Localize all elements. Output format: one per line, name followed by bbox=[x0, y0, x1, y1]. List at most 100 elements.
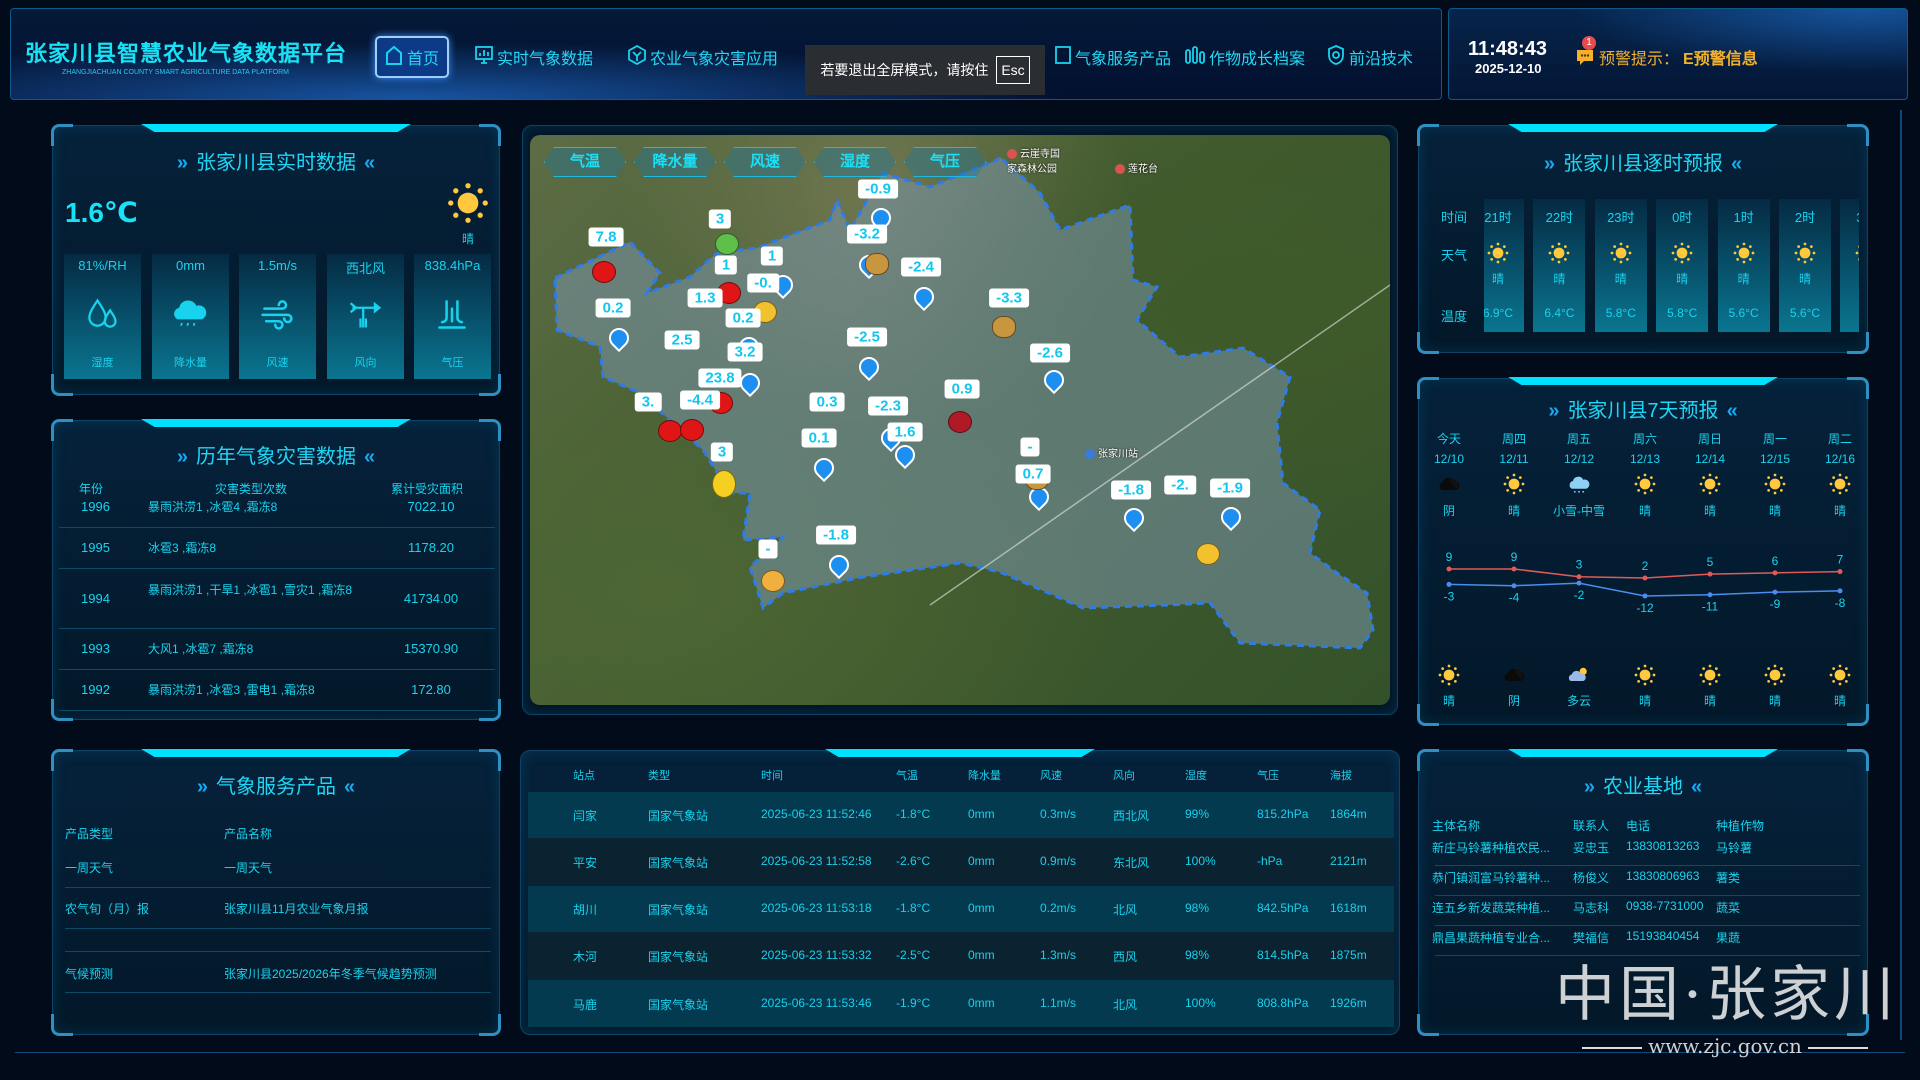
wind-icon bbox=[259, 296, 295, 337]
metric-card-风速: 1.5m/s 风速 bbox=[239, 254, 316, 379]
nav-item-4[interactable]: 作物成长档案 bbox=[1185, 40, 1305, 74]
col-header: 联系人 bbox=[1573, 819, 1610, 833]
map-tab-气温[interactable]: 气温 bbox=[544, 147, 626, 177]
station-reading-label[interactable]: 1.6 bbox=[887, 422, 923, 442]
map-tab-湿度[interactable]: 湿度 bbox=[814, 147, 896, 177]
cell-风速: 0.2m/s bbox=[1040, 901, 1077, 915]
station-reading-label[interactable]: -2.6 bbox=[1030, 343, 1070, 363]
col-header: 降水量 bbox=[968, 770, 1001, 782]
panel-corner bbox=[1417, 704, 1439, 726]
corn-icon[interactable] bbox=[1196, 543, 1220, 565]
nav-item-3[interactable]: 气象服务产品 bbox=[1055, 40, 1171, 74]
county-map[interactable]: 气温 降水量 风速 湿度 气压 云崖寺国家森林公园 莲花台 张家川站 -0.9 3 7.8 -3.2 1… bbox=[530, 135, 1390, 705]
station-reading-label[interactable]: -2. bbox=[1164, 475, 1196, 495]
nav-item-5[interactable]: 前沿技术 bbox=[1327, 40, 1413, 74]
station-reading-label[interactable]: -1.8 bbox=[1111, 480, 1151, 500]
cell-时间: 2025-06-23 11:52:58 bbox=[761, 854, 872, 868]
nav-item-0[interactable]: 首页 bbox=[375, 36, 450, 78]
sun-icon bbox=[1670, 241, 1694, 270]
cell-时间: 2025-06-23 11:53:46 bbox=[761, 995, 872, 1010]
panel-corner bbox=[51, 124, 73, 146]
disaster-types: 暴雨洪涝1 ,干旱1 ,冰雹1 ,雪灾1 ,霜冻8 bbox=[148, 583, 353, 597]
station-reading-label[interactable]: 0.2 bbox=[595, 298, 631, 318]
station-reading-label[interactable]: -3.3 bbox=[989, 288, 1029, 308]
day-weather: 晴 bbox=[1703, 504, 1716, 518]
station-reading-label[interactable]: 0.9 bbox=[944, 379, 980, 399]
panel-corner bbox=[1417, 124, 1439, 146]
panel-corner bbox=[51, 1014, 73, 1036]
leaf-icon[interactable] bbox=[715, 233, 739, 255]
station-reading-label[interactable]: 3.2 bbox=[727, 342, 763, 362]
station-reading-label[interactable]: 0.7 bbox=[1015, 464, 1051, 484]
app-title: 张家川县智慧农业气象数据平台 bbox=[25, 41, 348, 66]
station-reading-label[interactable]: -4.4 bbox=[680, 390, 720, 410]
apple-icon[interactable] bbox=[680, 419, 704, 441]
station-reading-label[interactable]: -0.9 bbox=[858, 179, 898, 199]
potato-icon[interactable] bbox=[992, 316, 1016, 338]
nav-label: 农业气象灾害应用 bbox=[650, 51, 779, 68]
station-reading-label[interactable]: - bbox=[1020, 437, 1040, 457]
panel-corner bbox=[1417, 332, 1439, 354]
hourly-scroll-area[interactable]: 21时晴 6.9°C 22时晴 6.4°C 23时晴 5.8°C 0时晴 5.8°C 1时晴 5.… bbox=[1484, 126, 1859, 354]
nav-item-1[interactable]: 实时气象数据 bbox=[475, 40, 593, 74]
station-reading-label[interactable]: 3 bbox=[708, 209, 732, 229]
station-reading-label[interactable]: -2.5 bbox=[847, 327, 887, 347]
station-reading-label[interactable]: 3. bbox=[634, 392, 662, 412]
nav-item-2[interactable]: 农业气象灾害应用 bbox=[628, 40, 778, 74]
station-reading-label[interactable]: 1 bbox=[714, 255, 738, 275]
map-tab-风速[interactable]: 风速 bbox=[724, 147, 806, 177]
data-point bbox=[1837, 569, 1843, 575]
hour-card: 1时晴 5.6°C bbox=[1717, 199, 1770, 332]
station-row[interactable]: 平安 国家气象站 2025-06-23 11:52:58 -2.6°C 0mm 0.9m/… bbox=[528, 838, 1394, 886]
station-reading-label[interactable]: 0.1 bbox=[801, 428, 837, 448]
cell-电话: 0938-7731000 bbox=[1626, 899, 1704, 913]
product-name[interactable]: 张家川县11月农业气象月报 bbox=[224, 902, 369, 916]
product-name[interactable]: 一周天气 bbox=[224, 861, 273, 875]
hour-weather: 晴 bbox=[1491, 272, 1504, 286]
station-reading-label[interactable]: 3 bbox=[710, 442, 734, 462]
realtime-panel: » 张家川县实时数据 « 1.6℃ 晴 81%/RH 湿度 0mm 降水量 1.5m/s 风速… bbox=[51, 124, 501, 396]
sun-icon bbox=[1609, 241, 1633, 270]
header-bar bbox=[10, 8, 1442, 100]
map-tab-气压[interactable]: 气压 bbox=[904, 147, 986, 177]
cell-气压: 815.2hPa bbox=[1257, 807, 1309, 821]
day-name: 周五 bbox=[1566, 432, 1591, 446]
cell-电话: 15193840454 bbox=[1626, 929, 1700, 943]
station-reading-label[interactable]: -2.4 bbox=[901, 257, 941, 277]
station-reading-label[interactable]: -1.9 bbox=[1210, 478, 1250, 498]
map-tab-降水量[interactable]: 降水量 bbox=[634, 147, 716, 177]
station-reading-label[interactable]: -0. bbox=[747, 273, 779, 293]
station-reading-label[interactable]: -3.2 bbox=[847, 224, 887, 244]
year: 1996 bbox=[81, 499, 110, 514]
day-weather: 阴 bbox=[1442, 504, 1455, 518]
station-reading-label[interactable]: 7.8 bbox=[588, 227, 624, 247]
station-row[interactable]: 马鹿 国家气象站 2025-06-23 11:53:46 -1.9°C 0mm 1.1m/… bbox=[528, 980, 1394, 1027]
station-reading-label[interactable]: - bbox=[758, 539, 778, 559]
station-reading-label[interactable]: 1 bbox=[760, 246, 784, 266]
wheat-icon[interactable] bbox=[761, 570, 785, 592]
data-point bbox=[1576, 574, 1582, 580]
station-row[interactable]: 闫家 国家气象站 2025-06-23 11:52:46 -1.8°C 0mm 0.3m/… bbox=[528, 792, 1394, 838]
station-reading-label[interactable]: 1.3 bbox=[687, 288, 723, 308]
station-reading-label[interactable]: 2.5 bbox=[664, 330, 700, 350]
apple-icon[interactable] bbox=[658, 420, 682, 442]
potato-icon[interactable] bbox=[865, 253, 889, 275]
station-reading-label[interactable]: 0.3 bbox=[809, 392, 845, 412]
sun-icon bbox=[1828, 472, 1852, 501]
cell-时间: 2025-06-23 11:53:32 bbox=[761, 948, 872, 962]
product-name[interactable]: 张家川县2025/2026年冬季气候趋势预测 bbox=[224, 967, 437, 981]
alert-ticker[interactable]: 预警提示： E预警信息 bbox=[1575, 45, 1758, 69]
pear-icon[interactable] bbox=[712, 470, 736, 498]
station-reading-label[interactable]: -2.3 bbox=[868, 396, 908, 416]
station-reading-label[interactable]: 0.2 bbox=[725, 308, 761, 328]
current-weather: 晴 bbox=[462, 232, 475, 246]
station-row[interactable]: 木河 国家气象站 2025-06-23 11:53:32 -2.5°C 0mm 1.3m/… bbox=[528, 932, 1394, 980]
alert-text[interactable]: E预警信息 bbox=[1683, 51, 1758, 68]
apple-icon[interactable] bbox=[592, 261, 616, 283]
cell-风向: 北风 bbox=[1113, 903, 1138, 917]
station-reading-label[interactable]: -1.8 bbox=[816, 525, 856, 545]
station-reading-label[interactable]: 23.8 bbox=[698, 368, 742, 388]
station-row[interactable]: 胡川 国家气象站 2025-06-23 11:53:18 -1.8°C 0mm 0.2m/… bbox=[528, 886, 1394, 932]
cherry-icon[interactable] bbox=[948, 411, 972, 433]
col-header: 主体名称 bbox=[1432, 819, 1481, 833]
